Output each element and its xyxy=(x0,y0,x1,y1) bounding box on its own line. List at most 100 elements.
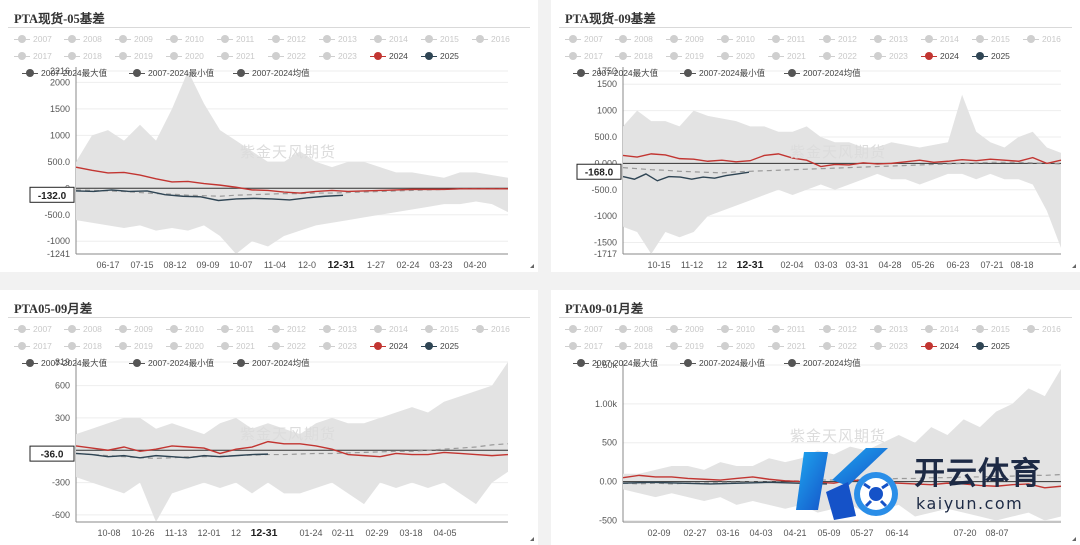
legend-item-2022[interactable]: 2022 xyxy=(268,48,306,64)
legend-item-2010[interactable]: 2010 xyxy=(166,321,204,337)
legend-item-2009[interactable]: 2009 xyxy=(115,321,153,337)
legend-item-2013[interactable]: 2013 xyxy=(319,31,357,47)
legend-item-2017[interactable]: 2017 xyxy=(14,338,52,354)
legend-item-2007-2024最小值[interactable]: 2007-2024最小值 xyxy=(129,65,214,81)
legend-item-2019[interactable]: 2019 xyxy=(115,48,153,64)
legend-item-2013[interactable]: 2013 xyxy=(319,321,357,337)
legend-item-2025[interactable]: 2025 xyxy=(421,48,459,64)
legend-item-2022[interactable]: 2022 xyxy=(268,338,306,354)
legend-item-2009[interactable]: 2009 xyxy=(666,31,704,47)
legend-item-2007-2024最大值[interactable]: 2007-2024最大值 xyxy=(22,65,107,81)
legend-item-2007-2024均值[interactable]: 2007-2024均值 xyxy=(784,65,861,81)
legend-item-2009[interactable]: 2009 xyxy=(115,31,153,47)
x-tick-label: 05-09 xyxy=(817,528,840,538)
legend-item-2012[interactable]: 2012 xyxy=(819,321,857,337)
legend-item-2016[interactable]: 2016 xyxy=(472,31,510,47)
legend-item-2018[interactable]: 2018 xyxy=(615,48,653,64)
legend-item-2025[interactable]: 2025 xyxy=(421,338,459,354)
legend-item-2007-2024均值[interactable]: 2007-2024均值 xyxy=(233,65,310,81)
legend-item-2011[interactable]: 2011 xyxy=(217,31,254,47)
legend-item-2021[interactable]: 2021 xyxy=(217,338,255,354)
legend-item-2007-2024最小值[interactable]: 2007-2024最小值 xyxy=(129,355,214,371)
legend-item-2014[interactable]: 2014 xyxy=(370,321,408,337)
resize-handle-icon[interactable] xyxy=(530,264,534,268)
legend-item-2024[interactable]: 2024 xyxy=(370,338,408,354)
legend-item-2007[interactable]: 2007 xyxy=(565,321,603,337)
legend-item-2018[interactable]: 2018 xyxy=(64,48,102,64)
legend-item-2020[interactable]: 2020 xyxy=(166,48,204,64)
legend-item-2015[interactable]: 2015 xyxy=(421,31,459,47)
legend-item-2008[interactable]: 2008 xyxy=(615,321,653,337)
legend-marker-icon xyxy=(972,324,988,334)
legend-item-2013[interactable]: 2013 xyxy=(870,31,908,47)
legend-label: 2014 xyxy=(940,34,959,44)
legend-item-2022[interactable]: 2022 xyxy=(819,338,857,354)
legend-item-2020[interactable]: 2020 xyxy=(166,338,204,354)
legend-item-2021[interactable]: 2021 xyxy=(217,48,255,64)
legend-item-2025[interactable]: 2025 xyxy=(972,338,1010,354)
legend-item-2008[interactable]: 2008 xyxy=(64,31,102,47)
legend-item-2008[interactable]: 2008 xyxy=(64,321,102,337)
legend-label: 2024 xyxy=(940,51,959,61)
legend-item-2014[interactable]: 2014 xyxy=(921,321,959,337)
legend-item-2011[interactable]: 2011 xyxy=(768,31,805,47)
legend-item-2017[interactable]: 2017 xyxy=(565,48,603,64)
legend-item-2024[interactable]: 2024 xyxy=(370,48,408,64)
legend-item-2007-2024最小值[interactable]: 2007-2024最小值 xyxy=(680,355,765,371)
legend-item-2023[interactable]: 2023 xyxy=(870,338,908,354)
legend-item-2012[interactable]: 2012 xyxy=(268,321,306,337)
legend-item-2007-2024最大值[interactable]: 2007-2024最大值 xyxy=(22,355,107,371)
legend-item-2023[interactable]: 2023 xyxy=(870,48,908,64)
legend-item-2007-2024最大值[interactable]: 2007-2024最大值 xyxy=(573,65,658,81)
legend-item-2020[interactable]: 2020 xyxy=(717,48,755,64)
legend-item-2024[interactable]: 2024 xyxy=(921,338,959,354)
legend-item-2014[interactable]: 2014 xyxy=(370,31,408,47)
legend-item-2007-2024最大值[interactable]: 2007-2024最大值 xyxy=(573,355,658,371)
legend-item-2015[interactable]: 2015 xyxy=(972,31,1010,47)
legend-item-2012[interactable]: 2012 xyxy=(819,31,857,47)
legend-item-2019[interactable]: 2019 xyxy=(115,338,153,354)
legend-item-2015[interactable]: 2015 xyxy=(972,321,1010,337)
legend-marker-icon xyxy=(1023,34,1039,44)
legend-item-2010[interactable]: 2010 xyxy=(166,31,204,47)
legend-item-2019[interactable]: 2019 xyxy=(666,48,704,64)
legend-item-2016[interactable]: 2016 xyxy=(1023,31,1061,47)
legend-item-2007-2024最小值[interactable]: 2007-2024最小值 xyxy=(680,65,765,81)
legend-marker-icon xyxy=(370,34,386,44)
legend-item-2017[interactable]: 2017 xyxy=(14,48,52,64)
legend-item-2011[interactable]: 2011 xyxy=(217,321,254,337)
legend-item-2010[interactable]: 2010 xyxy=(717,321,755,337)
legend-item-2019[interactable]: 2019 xyxy=(666,338,704,354)
resize-handle-icon[interactable] xyxy=(1072,264,1076,268)
resize-handle-icon[interactable] xyxy=(530,537,534,541)
legend-item-2007[interactable]: 2007 xyxy=(14,31,52,47)
legend-item-2020[interactable]: 2020 xyxy=(717,338,755,354)
legend-label: 2009 xyxy=(685,34,704,44)
legend-item-2007[interactable]: 2007 xyxy=(565,31,603,47)
legend-item-2021[interactable]: 2021 xyxy=(768,48,806,64)
legend-item-2007-2024均值[interactable]: 2007-2024均值 xyxy=(784,355,861,371)
legend-item-2007[interactable]: 2007 xyxy=(14,321,52,337)
resize-handle-icon[interactable] xyxy=(1072,537,1076,541)
legend-item-2007-2024均值[interactable]: 2007-2024均值 xyxy=(233,355,310,371)
legend-item-2013[interactable]: 2013 xyxy=(870,321,908,337)
legend-item-2017[interactable]: 2017 xyxy=(565,338,603,354)
legend-item-2011[interactable]: 2011 xyxy=(768,321,805,337)
legend-item-2009[interactable]: 2009 xyxy=(666,321,704,337)
legend-item-2022[interactable]: 2022 xyxy=(819,48,857,64)
legend-item-2023[interactable]: 2023 xyxy=(319,48,357,64)
legend-item-2023[interactable]: 2023 xyxy=(319,338,357,354)
legend-item-2016[interactable]: 2016 xyxy=(472,321,510,337)
legend-item-2014[interactable]: 2014 xyxy=(921,31,959,47)
legend-item-2012[interactable]: 2012 xyxy=(268,31,306,47)
legend-item-2018[interactable]: 2018 xyxy=(615,338,653,354)
legend-item-2025[interactable]: 2025 xyxy=(972,48,1010,64)
legend-item-2018[interactable]: 2018 xyxy=(64,338,102,354)
legend-item-2010[interactable]: 2010 xyxy=(717,31,755,47)
legend-item-2008[interactable]: 2008 xyxy=(615,31,653,47)
legend-item-2021[interactable]: 2021 xyxy=(768,338,806,354)
legend-item-2015[interactable]: 2015 xyxy=(421,321,459,337)
legend-item-2024[interactable]: 2024 xyxy=(921,48,959,64)
legend-label: 2007-2024均值 xyxy=(803,68,861,78)
legend-item-2016[interactable]: 2016 xyxy=(1023,321,1061,337)
